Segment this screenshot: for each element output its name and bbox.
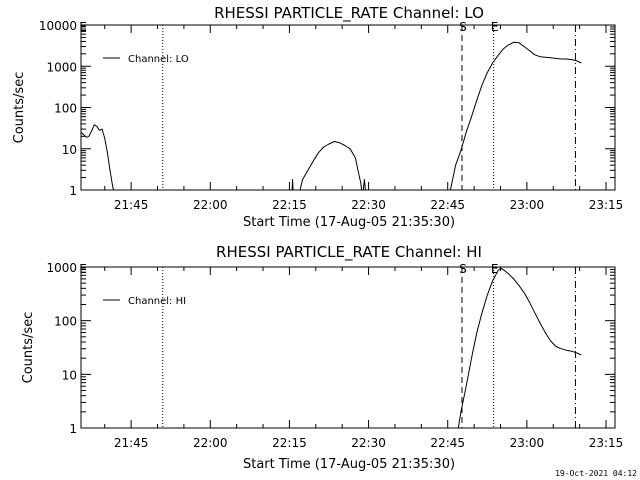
plot-frame — [80, 266, 616, 429]
series-line — [291, 179, 294, 191]
y-axis-label: Counts/sec — [21, 312, 36, 384]
marker-label: S — [459, 262, 467, 276]
y-tick-label: 10 — [62, 143, 77, 157]
series-line — [80, 124, 115, 191]
x-tick-label: 23:15 — [589, 198, 624, 212]
marker-label: E — [491, 20, 499, 34]
series-line — [299, 141, 363, 191]
x-tick-label: 21:45 — [114, 436, 149, 450]
y-tick-label: 1000 — [46, 60, 77, 74]
x-tick-label: 22:15 — [272, 436, 307, 450]
x-tick-label: 21:45 — [114, 198, 149, 212]
y-tick-label: 100 — [54, 315, 77, 329]
x-axis-label: Start Time (17-Aug-05 21:35:30) — [243, 215, 455, 230]
series-line — [362, 179, 366, 191]
series-line — [449, 41, 582, 191]
lo-channel-panel: RHESSI PARTICLE_RATE Channel: LO Start Ti… — [12, 4, 623, 230]
legend-label: Channel: LO — [128, 54, 189, 65]
x-tick-label: 22:45 — [430, 198, 465, 212]
marker-label: E — [491, 262, 499, 276]
marker-label: S — [459, 20, 467, 34]
x-tick-label: 22:15 — [272, 198, 307, 212]
x-tick-label: 22:45 — [430, 436, 465, 450]
y-tick-label: 1000 — [46, 261, 77, 275]
chart-title: RHESSI PARTICLE_RATE Channel: LO — [214, 4, 484, 23]
x-tick-label: 22:30 — [351, 198, 386, 212]
chart-title: RHESSI PARTICLE_RATE Channel: HI — [216, 243, 482, 262]
y-axis-label: Counts/sec — [12, 72, 27, 144]
x-tick-label: 22:30 — [351, 436, 386, 450]
marker-label: E — [79, 20, 87, 34]
hi-channel-panel: RHESSI PARTICLE_RATE Channel: HI Start Ti… — [21, 243, 623, 472]
x-tick-label: 22:00 — [193, 198, 228, 212]
marker-label: E — [79, 262, 87, 276]
x-tick-label: 23:00 — [510, 198, 545, 212]
y-tick-label: 10000 — [39, 19, 77, 33]
x-tick-label: 23:00 — [510, 436, 545, 450]
y-tick-label: 1 — [69, 422, 77, 436]
legend-label: Channel: HI — [128, 296, 186, 307]
series-line — [457, 267, 582, 429]
plot-timestamp: 19-Oct-2021 04:12 — [555, 469, 637, 478]
plot-frame — [80, 24, 616, 191]
y-tick-label: 100 — [54, 102, 77, 116]
x-axis-label: Start Time (17-Aug-05 21:35:30) — [243, 457, 455, 472]
x-tick-label: 22:00 — [193, 436, 228, 450]
y-tick-label: 1 — [69, 184, 77, 198]
x-tick-label: 23:15 — [589, 436, 624, 450]
y-tick-label: 10 — [62, 368, 77, 382]
